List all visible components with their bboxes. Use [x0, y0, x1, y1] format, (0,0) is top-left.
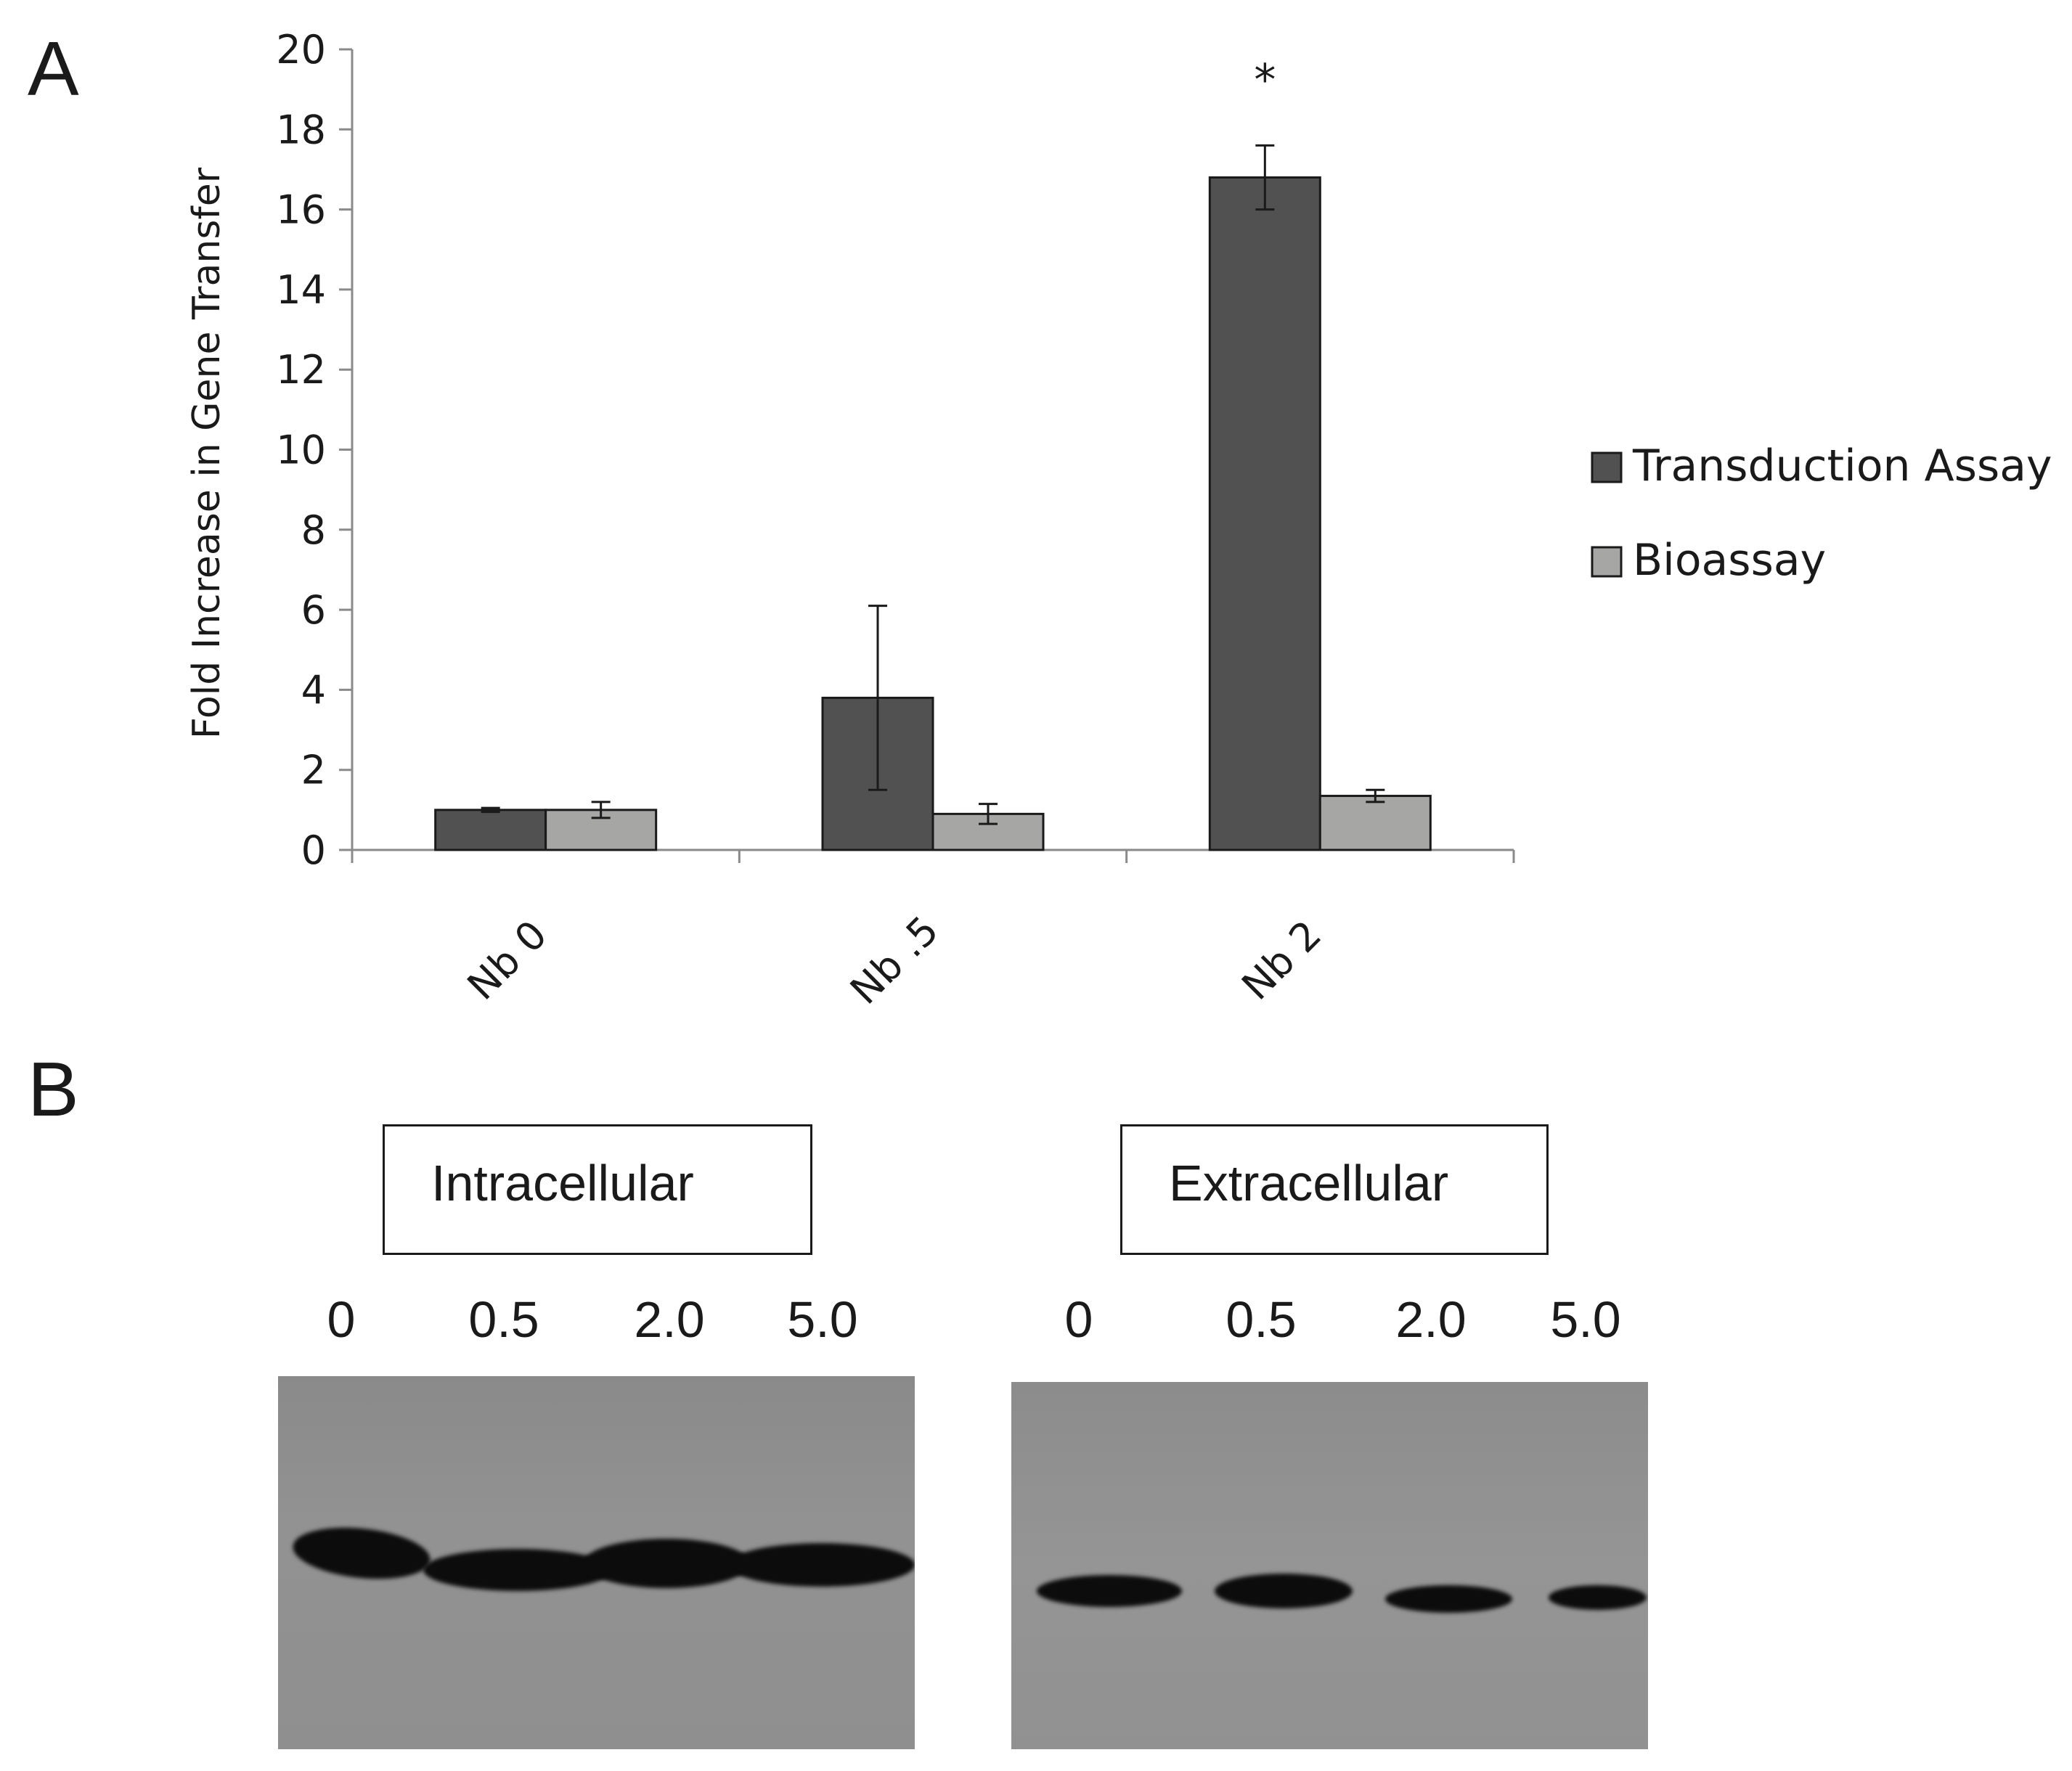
extra-band-0: [1037, 1575, 1182, 1607]
bar-chart: 0 2 4 6 8 10 12 14 16 18 20 Fold Increase in Gene T…: [185, 27, 2052, 1013]
y-tick-label-0: 0: [301, 827, 326, 873]
intra-band-1: [423, 1549, 612, 1591]
y-tick-label-1: 2: [301, 748, 326, 793]
extra-band-3: [1549, 1585, 1647, 1610]
intra-band-0: [290, 1521, 433, 1585]
extra-lane-label-2: 2.0: [1395, 1291, 1467, 1348]
legend-swatch-1: [1591, 546, 1623, 578]
bar-transduction-2: [1208, 176, 1321, 851]
intracellular-title-box: Intracellular: [383, 1124, 812, 1255]
y-tick-label-3: 6: [301, 587, 326, 633]
category-label-0: Nb 0: [459, 912, 556, 1009]
intra-lane-label-0: 0: [327, 1291, 356, 1348]
extra-lane-label-0: 0: [1064, 1291, 1093, 1348]
intra-band-3: [728, 1543, 915, 1587]
extracellular-title-box: Extracellular: [1120, 1124, 1549, 1255]
legend-swatch-0: [1591, 451, 1623, 483]
category-label-2: Nb 2: [1233, 912, 1330, 1009]
y-tick-label-8: 16: [276, 187, 326, 233]
y-tick-label-4: 8: [301, 507, 326, 553]
y-tick-label-5: 10: [276, 428, 326, 473]
intra-lane-label-1: 0.5: [468, 1291, 539, 1348]
y-tick-label-9: 18: [276, 107, 326, 152]
y-axis-title: Fold Increase in Gene Transfer: [185, 167, 229, 739]
panel-b-label: B: [28, 1047, 79, 1132]
bar-transduction-0: [434, 809, 547, 851]
intra-lane-label-2: 2.0: [634, 1291, 705, 1348]
category-label-1: Nb .5: [841, 907, 947, 1013]
intracellular-blot-image: [278, 1376, 915, 1749]
intra-band-2: [583, 1539, 750, 1588]
extracellular-blot-image: [1011, 1382, 1648, 1749]
intra-lane-label-3: 5.0: [787, 1291, 858, 1348]
significance-star-0: *: [1254, 54, 1276, 105]
extra-lane-label-1: 0.5: [1225, 1291, 1297, 1348]
panel-a-label: A: [28, 26, 79, 112]
extra-band-1: [1215, 1574, 1353, 1608]
extra-lane-label-3: 5.0: [1550, 1291, 1621, 1348]
bar-bioassay-2: [1318, 795, 1432, 851]
legend-label-0: Transduction Assay: [1632, 441, 2052, 491]
legend-label-1: Bioassay: [1633, 535, 1826, 586]
extra-band-2: [1385, 1585, 1512, 1613]
y-tick-label-2: 4: [301, 667, 326, 713]
y-tick-label-6: 12: [276, 347, 326, 393]
y-tick-label-7: 14: [276, 267, 326, 313]
intracellular-title: Intracellular: [431, 1155, 694, 1211]
extracellular-title: Extracellular: [1169, 1155, 1449, 1211]
y-tick-label-10: 20: [276, 27, 326, 73]
